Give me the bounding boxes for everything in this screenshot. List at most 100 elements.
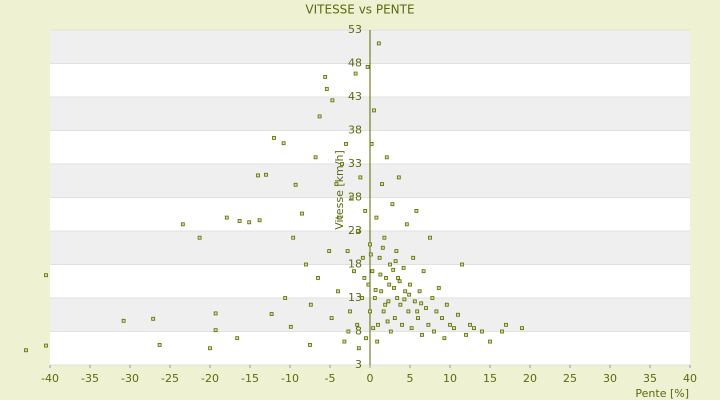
point <box>387 282 392 287</box>
point <box>304 262 308 267</box>
point <box>379 289 384 294</box>
point <box>364 336 368 341</box>
point <box>504 322 508 327</box>
point <box>400 322 404 327</box>
point <box>237 219 242 223</box>
y-tick-label: 13 <box>348 291 362 304</box>
point <box>213 328 218 333</box>
point <box>340 162 344 166</box>
point <box>356 229 360 233</box>
y-tick-label: 18 <box>348 258 362 271</box>
point <box>381 309 386 314</box>
point <box>336 289 340 294</box>
y-tick-label: 43 <box>348 90 362 103</box>
point <box>368 252 373 257</box>
point <box>444 302 449 307</box>
point <box>383 302 388 307</box>
x-tick-label: 25 <box>563 372 577 385</box>
point <box>480 329 484 334</box>
point <box>353 71 358 76</box>
point <box>394 249 399 254</box>
point <box>316 275 320 280</box>
point <box>421 269 426 274</box>
point <box>365 64 370 69</box>
y-tick-label: 38 <box>348 124 362 137</box>
point <box>428 235 432 240</box>
point <box>224 215 229 220</box>
point <box>396 275 400 280</box>
x-axis-label: Pente [%] <box>635 387 689 400</box>
point <box>393 259 398 264</box>
point <box>180 222 185 227</box>
point <box>372 108 376 113</box>
point <box>349 195 354 200</box>
point <box>375 339 380 344</box>
point <box>488 339 492 344</box>
point <box>472 326 476 331</box>
point <box>442 336 447 341</box>
point <box>247 220 252 225</box>
point <box>360 255 365 260</box>
y-tick-label: 53 <box>348 23 362 36</box>
point <box>352 269 356 274</box>
point <box>256 173 260 178</box>
point <box>376 41 381 46</box>
point <box>44 343 48 348</box>
point <box>300 211 304 216</box>
point <box>404 222 409 227</box>
point <box>386 299 391 304</box>
x-tick-label: -20 <box>201 372 219 385</box>
point <box>324 87 329 91</box>
point <box>420 332 424 337</box>
x-tick-label: 5 <box>407 372 414 385</box>
point <box>368 242 372 247</box>
point <box>358 175 363 180</box>
point <box>264 172 268 177</box>
x-tick-label: 0 <box>367 372 374 385</box>
y-tick-label: 23 <box>348 224 362 237</box>
point <box>376 322 380 327</box>
point <box>360 296 364 300</box>
point <box>397 279 402 284</box>
point <box>355 322 360 327</box>
point <box>337 215 342 220</box>
point <box>313 155 318 160</box>
point <box>406 309 411 314</box>
point <box>197 235 202 240</box>
point <box>412 299 417 304</box>
point <box>401 265 406 270</box>
point <box>452 326 456 331</box>
point <box>398 302 403 307</box>
x-tick-label: -25 <box>161 372 179 385</box>
x-tick-label: -40 <box>41 372 59 385</box>
point <box>409 326 414 331</box>
point <box>151 316 156 321</box>
point <box>344 141 348 146</box>
point <box>392 286 396 290</box>
y-tick-label: 8 <box>355 325 362 338</box>
point <box>520 326 524 331</box>
y-axis-label: Vitesse [km/h] <box>333 150 346 230</box>
point <box>432 329 436 334</box>
point <box>377 255 382 260</box>
point <box>390 202 395 207</box>
point <box>323 75 328 79</box>
point <box>403 289 408 294</box>
point <box>402 297 407 302</box>
point <box>395 296 400 300</box>
x-tick-label: -35 <box>81 372 99 385</box>
x-tick-label: -30 <box>121 372 139 385</box>
point <box>329 316 334 321</box>
point <box>384 155 389 160</box>
point <box>430 296 435 300</box>
point <box>382 235 387 240</box>
point <box>213 311 218 316</box>
point <box>373 288 378 292</box>
point <box>348 309 352 314</box>
point <box>257 218 262 223</box>
point <box>372 296 377 300</box>
point <box>388 262 392 267</box>
point <box>500 329 504 334</box>
